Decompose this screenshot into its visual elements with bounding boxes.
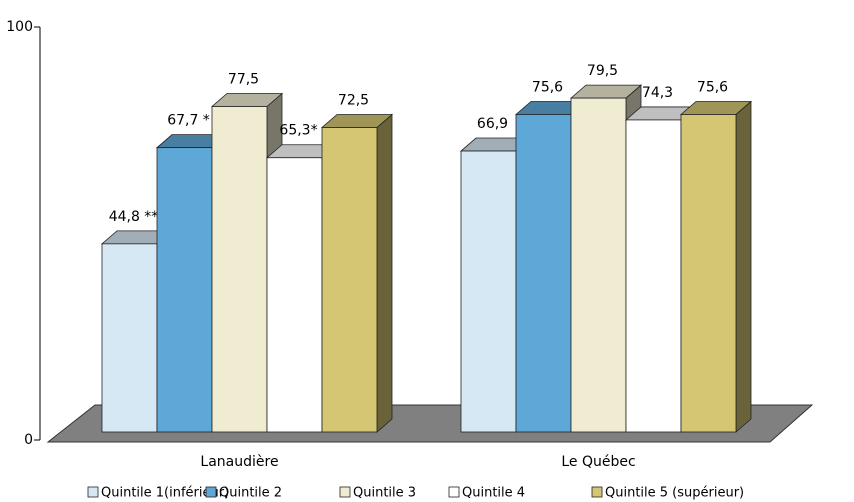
legend-label: Quintile 3: [353, 486, 416, 501]
bar-front: [321, 127, 378, 433]
bar-front: [156, 147, 213, 433]
data-label: 77,5: [228, 72, 259, 88]
bar-front: [570, 97, 627, 433]
legend-label: Quintile 5 (supérieur): [605, 486, 744, 501]
bar-front: [460, 150, 517, 433]
bar-front: [101, 243, 158, 433]
data-label: 72,5: [338, 93, 369, 109]
legend-swatch: [448, 486, 460, 498]
legend-label: Quintile 4: [462, 486, 525, 501]
bar-front: [266, 157, 323, 433]
data-label: 65,3*: [279, 123, 317, 139]
legend-swatch: [339, 486, 351, 498]
bar-front: [680, 114, 737, 433]
bar: [320, 113, 394, 433]
data-label: 75,6: [697, 79, 728, 95]
bar-front: [625, 119, 682, 433]
legend-swatch: [205, 486, 217, 498]
bar-side: [376, 113, 393, 433]
x-tick-label: Lanaudière: [200, 454, 278, 470]
x-tick-label: Le Québec: [561, 454, 635, 470]
data-label: 75,6: [532, 79, 563, 95]
legend-swatch: [591, 486, 603, 498]
legend-label: Quintile 1(inférieur): [101, 486, 229, 501]
legend-label: Quintile 2: [219, 486, 282, 501]
data-label: 67,7 *: [167, 113, 210, 129]
bar: [679, 100, 753, 433]
legend-swatch: [87, 486, 99, 498]
bar-front: [515, 114, 572, 433]
bar-front: [211, 106, 268, 433]
y-tick-label: 0: [24, 432, 33, 448]
y-tick-label: 100: [6, 19, 33, 35]
data-label: 74,3: [642, 85, 673, 101]
data-label: 79,5: [587, 63, 618, 79]
bar-side: [735, 100, 752, 433]
data-label: 66,9: [477, 116, 508, 132]
data-label: 44,8 **: [109, 209, 159, 225]
